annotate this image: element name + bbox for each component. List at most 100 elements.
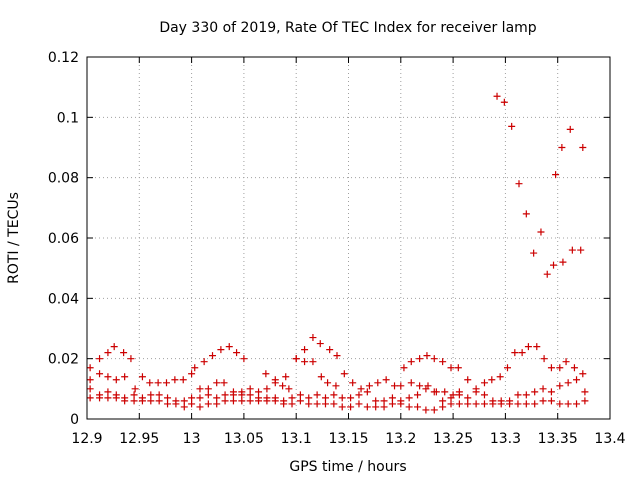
data-point-marker: [213, 400, 221, 408]
data-point-marker: [539, 385, 547, 393]
data-point-marker: [309, 334, 317, 342]
data-point-marker: [566, 125, 574, 133]
data-point-marker: [480, 400, 488, 408]
data-point-marker: [464, 376, 472, 384]
data-point-marker: [365, 382, 373, 390]
data-point-marker: [496, 373, 504, 381]
data-point-marker: [154, 379, 162, 387]
data-point-marker: [380, 403, 388, 411]
data-point-marker: [518, 349, 526, 357]
data-point-marker: [579, 144, 587, 151]
data-point-marker: [506, 400, 514, 408]
data-point-marker: [110, 343, 118, 351]
data-point-marker: [500, 98, 508, 106]
data-point-marker: [414, 403, 422, 411]
data-point-marker: [164, 400, 172, 408]
axis-ticks: [86, 56, 611, 420]
data-point-marker: [439, 358, 447, 366]
data-point-marker: [522, 400, 530, 408]
data-point-marker: [407, 379, 415, 387]
data-point-marker: [138, 373, 146, 381]
data-point-marker: [305, 400, 313, 408]
x-tick-label: 13.1: [281, 431, 312, 447]
data-point-marker: [221, 397, 229, 405]
data-point-marker: [416, 355, 424, 363]
data-point-marker: [121, 397, 129, 405]
data-point-marker: [204, 400, 212, 408]
data-point-marker: [397, 400, 405, 408]
data-point-marker: [464, 394, 472, 402]
data-point-marker: [423, 352, 431, 360]
data-point-marker: [271, 397, 279, 405]
data-point-marker: [568, 246, 576, 254]
data-point-marker: [196, 403, 204, 411]
data-point-marker: [271, 379, 279, 387]
data-point-marker: [416, 382, 424, 390]
data-point-marker: [313, 400, 321, 408]
data-point-marker: [511, 349, 519, 357]
y-tick-label: 0.02: [48, 352, 79, 368]
data-point-marker: [296, 391, 304, 399]
data-point-marker: [263, 397, 271, 405]
plot-frame: [86, 56, 611, 420]
data-point-marker: [363, 388, 371, 396]
data-point-marker: [221, 391, 229, 399]
data-point-marker: [472, 400, 480, 408]
data-point-marker: [96, 355, 104, 363]
x-tick-label: 13.35: [538, 431, 578, 447]
data-point-marker: [86, 385, 94, 393]
data-point-marker: [288, 400, 296, 408]
y-axis-label: ROTI / TECUs: [6, 192, 22, 284]
data-point-marker: [489, 400, 497, 408]
x-tick-label: 13.3: [490, 431, 521, 447]
data-point-marker: [447, 394, 455, 402]
data-point-marker: [363, 403, 371, 411]
grid-lines: [87, 57, 610, 419]
data-point-marker: [382, 376, 390, 384]
data-point-marker: [338, 394, 346, 402]
data-point-marker: [229, 391, 237, 399]
data-point-marker: [280, 400, 288, 408]
data-point-marker: [180, 397, 188, 405]
data-point-marker: [537, 228, 545, 236]
data-point-marker: [255, 388, 263, 396]
data-point-marker: [155, 397, 163, 405]
data-point-marker: [388, 400, 396, 408]
data-point-marker: [464, 400, 472, 408]
data-point-marker: [397, 382, 405, 390]
data-point-marker: [288, 394, 296, 402]
x-tick-label: 13.25: [433, 431, 473, 447]
data-point-marker: [313, 391, 321, 399]
data-point-marker: [155, 391, 163, 399]
data-point-marker: [282, 373, 290, 381]
data-point-marker: [447, 364, 455, 372]
data-point-marker: [540, 355, 548, 363]
x-tick-label: 13: [183, 431, 201, 447]
data-point-marker: [522, 391, 530, 399]
data-point-marker: [447, 400, 455, 408]
data-point-marker: [422, 385, 430, 393]
data-point-marker: [225, 343, 233, 351]
data-point-marker: [263, 385, 271, 393]
data-point-marker: [262, 370, 270, 378]
data-point-marker: [104, 394, 112, 402]
data-point-marker: [340, 370, 348, 378]
data-point-marker: [391, 382, 399, 390]
data-point-marker: [488, 376, 496, 384]
data-point-marker: [171, 376, 179, 384]
data-point-marker: [180, 403, 188, 411]
data-point-marker: [372, 403, 380, 411]
data-point-marker: [301, 346, 309, 354]
data-point-marker: [579, 370, 587, 378]
data-point-marker: [326, 346, 334, 354]
data-point-marker: [121, 373, 129, 381]
data-point-marker: [514, 391, 522, 399]
data-point-marker: [104, 349, 112, 357]
data-point-marker: [407, 358, 415, 366]
data-point-marker: [96, 370, 104, 378]
data-point-marker: [321, 394, 329, 402]
data-point-marker: [414, 391, 422, 399]
data-point-marker: [547, 397, 555, 405]
